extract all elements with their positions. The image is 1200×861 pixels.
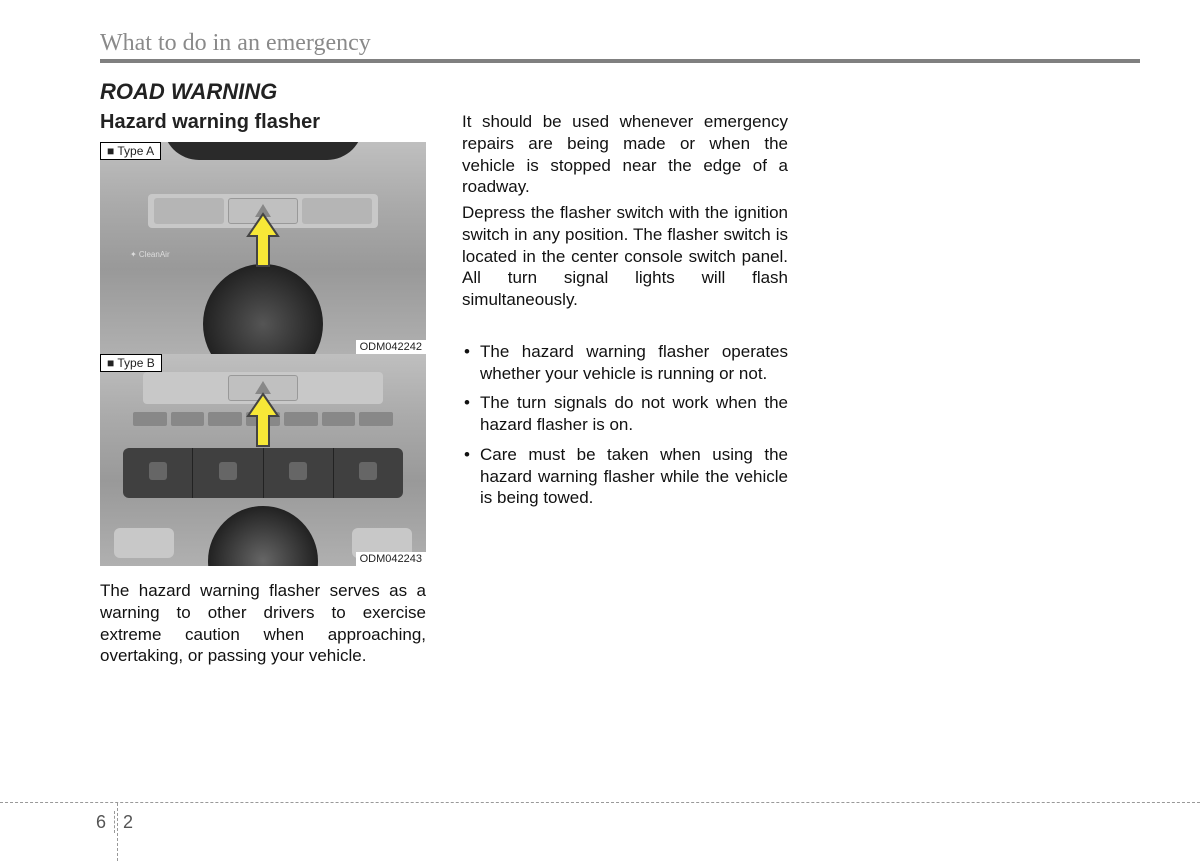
col2-paragraph-2: Depress the flasher switch with the igni… [462, 202, 788, 311]
page-sub-num: 2 [123, 812, 133, 833]
figure-b-label: ■ Type B [100, 354, 162, 372]
console-image-a: ✦ CleanAir ODM042242 [100, 142, 426, 354]
page-section-num: 6 [96, 812, 106, 833]
figure-b-id: ODM042243 [356, 552, 426, 566]
footer-divider [0, 802, 1200, 803]
page-number: 6 2 [96, 811, 133, 833]
col1-paragraph: The hazard warning flasher serves as a w… [100, 580, 426, 667]
console-image-b: ODM042243 [100, 354, 426, 566]
arrow-up-icon [244, 392, 282, 455]
column-3 [824, 111, 1150, 667]
column-1: Hazard warning flasher ■ Type A ✦ CleanA… [100, 111, 426, 667]
figure-type-a: ■ Type A ✦ CleanAir ODM042242 [100, 142, 426, 354]
manual-page: What to do in an emergency ROAD WARNING … [0, 0, 1200, 861]
bullet-item: Care must be taken when using the hazard… [462, 444, 788, 509]
col2-paragraph-1: It should be used whenever emergency rep… [462, 111, 788, 198]
chapter-header: What to do in an emergency [100, 30, 1140, 63]
figure-type-b: ■ Type B ODM042243 [100, 354, 426, 566]
bullet-list: The hazard warning flasher operates whet… [462, 341, 788, 509]
bullet-item: The hazard warning flasher operates whet… [462, 341, 788, 385]
content-columns: Hazard warning flasher ■ Type A ✦ CleanA… [100, 111, 1140, 667]
column-2: It should be used whenever emergency rep… [462, 111, 788, 667]
arrow-up-icon [244, 212, 282, 275]
figure-a-id: ODM042242 [356, 340, 426, 354]
section-heading: ROAD WARNING [100, 79, 1140, 105]
subsection-heading: Hazard warning flasher [100, 111, 426, 134]
bullet-item: The turn signals do not work when the ha… [462, 392, 788, 436]
figure-a-label: ■ Type A [100, 142, 161, 160]
